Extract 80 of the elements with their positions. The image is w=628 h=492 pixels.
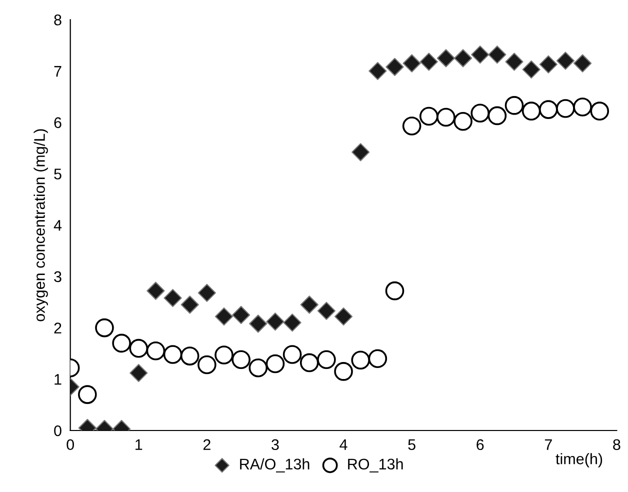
point (232, 306, 250, 324)
point (129, 338, 148, 358)
x-tick-label: 8 (613, 439, 620, 450)
y-tick-label: 8 (54, 14, 62, 26)
point (282, 345, 302, 364)
point (266, 312, 284, 331)
x-tick-label: 7 (544, 439, 552, 450)
point (454, 112, 472, 131)
y-tick-label: 5 (54, 168, 62, 180)
x-tick-label: 1 (136, 439, 142, 450)
point (420, 52, 438, 71)
point (454, 49, 472, 68)
point (283, 314, 302, 332)
x-axis-title: time(h) (556, 453, 602, 468)
point (300, 353, 319, 372)
point (504, 96, 524, 115)
point (214, 307, 234, 326)
y-tick-label: 7 (54, 66, 62, 77)
point (488, 46, 506, 64)
y-tick-label: 1 (54, 374, 62, 385)
y-tick-label: 3 (54, 271, 62, 282)
point (522, 102, 541, 120)
point (146, 282, 165, 300)
point (436, 108, 456, 127)
point (573, 54, 592, 72)
point (368, 349, 388, 368)
point (163, 345, 182, 364)
point (436, 49, 456, 68)
point (146, 341, 166, 360)
point (317, 350, 336, 370)
point (249, 314, 268, 333)
point (402, 54, 421, 72)
point (130, 364, 148, 382)
point (539, 55, 558, 74)
point (198, 355, 216, 374)
point (556, 52, 575, 70)
point (538, 100, 558, 119)
point (317, 302, 336, 320)
y-tick-label: 4 (54, 220, 62, 231)
point (266, 354, 285, 374)
y-tick-label: 0 (54, 425, 62, 436)
x-tick-label: 5 (408, 439, 416, 450)
point (351, 350, 370, 370)
point (248, 358, 268, 378)
point (95, 318, 114, 338)
point (386, 58, 404, 76)
point (214, 346, 234, 364)
point (419, 106, 438, 126)
point (471, 46, 490, 64)
point (232, 350, 250, 370)
point (590, 102, 610, 120)
point (334, 307, 353, 326)
point (573, 98, 592, 116)
point (198, 284, 216, 302)
point (300, 296, 318, 314)
x-tick-label: 4 (340, 439, 348, 450)
y-tick-label: 6 (54, 117, 62, 128)
point (180, 346, 200, 366)
point (112, 334, 131, 353)
x-tick-label: 2 (203, 439, 210, 450)
point (505, 52, 524, 71)
x-tick-label: 6 (476, 439, 484, 450)
point (352, 143, 370, 162)
point (470, 104, 490, 123)
y-tick-label: 2 (54, 322, 62, 334)
y-axis-title: oxygen concentration (mg/L) (34, 129, 48, 322)
point (385, 281, 404, 300)
point (556, 99, 575, 118)
point (402, 116, 422, 136)
point (78, 385, 97, 404)
point (334, 362, 353, 381)
point (488, 106, 507, 126)
x-tick-label: 0 (66, 439, 74, 450)
legend-label: RA/O_13h (240, 458, 310, 472)
legend-label: RO_13h (348, 458, 403, 472)
point (180, 296, 199, 314)
point (164, 288, 182, 308)
x-tick-label: 3 (272, 439, 279, 450)
point (368, 62, 387, 80)
point (522, 60, 540, 79)
